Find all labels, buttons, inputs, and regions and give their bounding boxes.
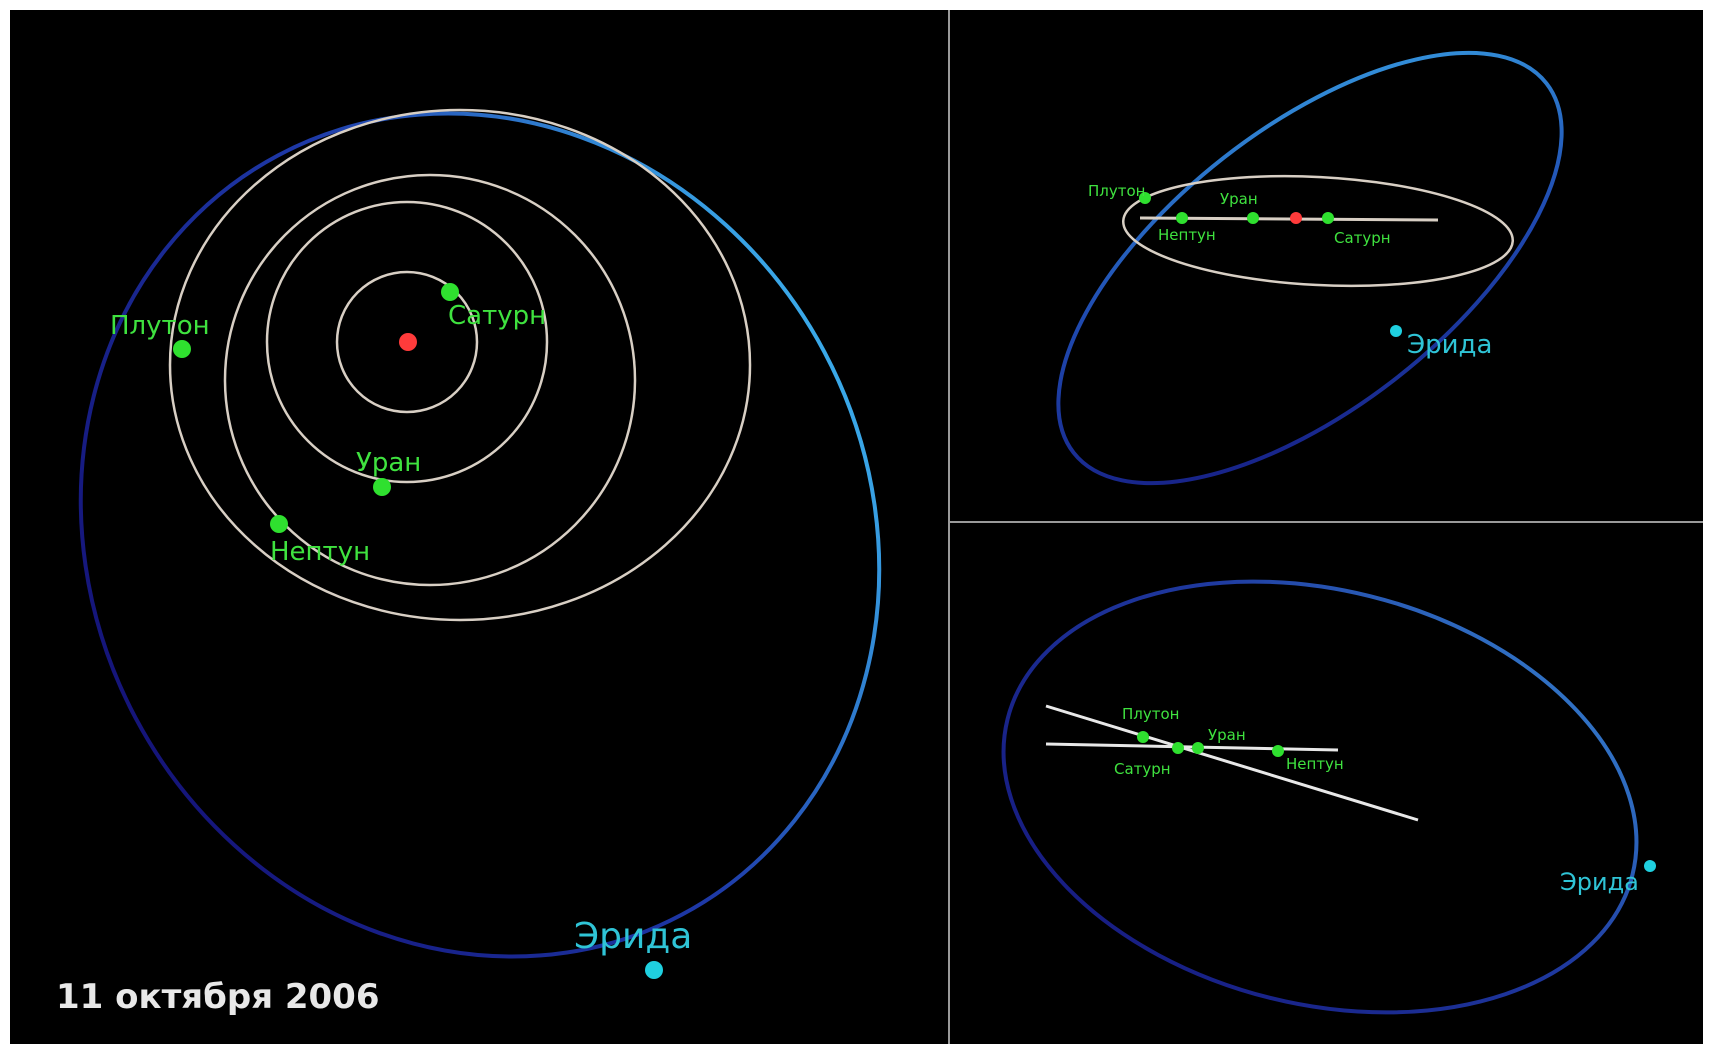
label-uranus: Уран	[356, 448, 421, 478]
date-label: 11 октября 2006	[56, 977, 380, 1017]
pluto-orbit	[168, 108, 752, 622]
uranus-marker	[373, 478, 391, 496]
top-view-panel: Сатурн Уран Нептун Плутон Эрида 11 октяб…	[56, 108, 882, 1017]
label-eris-side: Эрида	[1407, 330, 1492, 360]
ecliptic-line-edge	[1045, 742, 1339, 752]
label-uranus-edge: Уран	[1208, 726, 1246, 744]
sun-side	[1290, 212, 1302, 224]
sun	[399, 333, 417, 351]
pluto-orbit-side	[1121, 174, 1515, 288]
pluto-marker-side	[1139, 192, 1151, 204]
pluto-orbit-edge	[1045, 704, 1419, 822]
pluto-marker	[173, 340, 191, 358]
edge-view-panel: Плутон Уран Сатурн Нептун Эрида	[1001, 579, 1656, 1015]
saturn-marker	[441, 283, 459, 301]
neptune-marker-side	[1176, 212, 1188, 224]
label-saturn-side: Сатурн	[1334, 229, 1391, 247]
neptune-marker-edge	[1272, 745, 1284, 757]
label-uranus-side: Уран	[1220, 190, 1258, 208]
label-eris-edge: Эрида	[1560, 868, 1639, 896]
label-neptune-edge: Нептун	[1286, 755, 1344, 773]
eris-orbit	[78, 111, 882, 959]
uranus-marker-edge	[1192, 742, 1204, 754]
neptune-marker	[270, 515, 288, 533]
eris-marker-edge	[1644, 860, 1656, 872]
uranus-marker-side	[1247, 212, 1259, 224]
label-pluto-edge: Плутон	[1122, 705, 1179, 723]
saturn-marker-side	[1322, 212, 1334, 224]
saturn-marker-edge	[1172, 742, 1184, 754]
eris-marker	[645, 961, 663, 979]
label-neptune: Нептун	[270, 537, 370, 567]
label-neptune-side: Нептун	[1158, 226, 1216, 244]
label-pluto-side: Плутон	[1088, 182, 1145, 200]
uranus-orbit	[265, 200, 549, 484]
label-saturn-edge: Сатурн	[1114, 760, 1171, 778]
eris-orbit-edge	[1001, 579, 1639, 1015]
pluto-marker-edge	[1137, 731, 1149, 743]
ecliptic-line-side	[1139, 216, 1439, 222]
eris-marker-side	[1390, 325, 1402, 337]
label-eris: Эрида	[574, 916, 692, 957]
eris-orbit-side	[1056, 50, 1564, 486]
side-view-panel: Плутон Уран Нептун Сатурн Эрида	[1056, 50, 1564, 486]
neptune-orbit	[223, 173, 637, 587]
saturn-orbit	[335, 270, 479, 414]
diagram-background	[10, 10, 1703, 1044]
label-pluto: Плутон	[110, 311, 210, 341]
label-saturn: Сатурн	[448, 301, 546, 331]
